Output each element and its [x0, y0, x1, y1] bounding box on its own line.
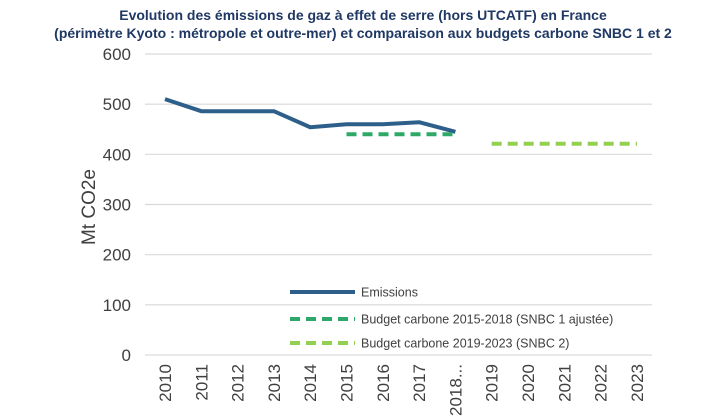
x-tick-label: 2023	[628, 364, 647, 402]
x-tick-label: 2016	[374, 364, 393, 402]
y-tick-label: 100	[103, 296, 131, 315]
x-tick-label: 2019	[483, 364, 502, 402]
x-tick-label: 2010	[156, 364, 175, 402]
y-tick-label: 400	[103, 145, 131, 164]
legend-label: Budget carbone 2015-2018 (SNBC 1 ajustée…	[361, 313, 613, 327]
x-tick-label: 2022	[592, 364, 611, 402]
chart-title: Evolution des émissions de gaz à effet d…	[0, 6, 726, 42]
series-line-1	[164, 97, 456, 134]
y-tick-label: 600	[103, 45, 131, 64]
x-tick-label: 2015	[338, 364, 357, 402]
series-lines	[164, 97, 637, 146]
chart-title-line2: (périmètre Kyoto : métropole et outre-me…	[54, 25, 672, 41]
x-tick-label: 2011	[192, 364, 211, 401]
legend-label: Emissions	[361, 286, 418, 300]
x-tick-label: 2013	[265, 364, 284, 402]
x-tick-label: 2014	[301, 364, 320, 402]
x-tick-label: 2020	[519, 364, 538, 402]
x-tick-label: 2017	[410, 364, 429, 402]
x-tick-label: 2021	[555, 364, 574, 402]
chart-title-line1: Evolution des émissions de gaz à effet d…	[119, 7, 607, 23]
x-tick-label: 2012	[229, 364, 248, 402]
y-tick-label: 500	[103, 95, 131, 114]
y-axis-ticks: 0 100 200 300 400 500 600	[103, 45, 131, 365]
x-axis-ticks: 2010 2011 2012 2013 2014 2015 2016 2017 2018... 2…	[156, 364, 647, 416]
y-tick-label: 0	[122, 346, 131, 365]
legend: Emissions Budget carbone 2015-2018 (SNBC …	[290, 286, 613, 351]
y-axis-label: Mt CO2e	[79, 169, 100, 245]
y-tick-label: 200	[103, 246, 131, 265]
legend-label: Budget carbone 2019-2023 (SNBC 2)	[361, 337, 569, 351]
gridlines	[145, 53, 652, 356]
y-tick-label: 300	[103, 196, 131, 215]
x-tick-label: 2018...	[446, 364, 465, 416]
